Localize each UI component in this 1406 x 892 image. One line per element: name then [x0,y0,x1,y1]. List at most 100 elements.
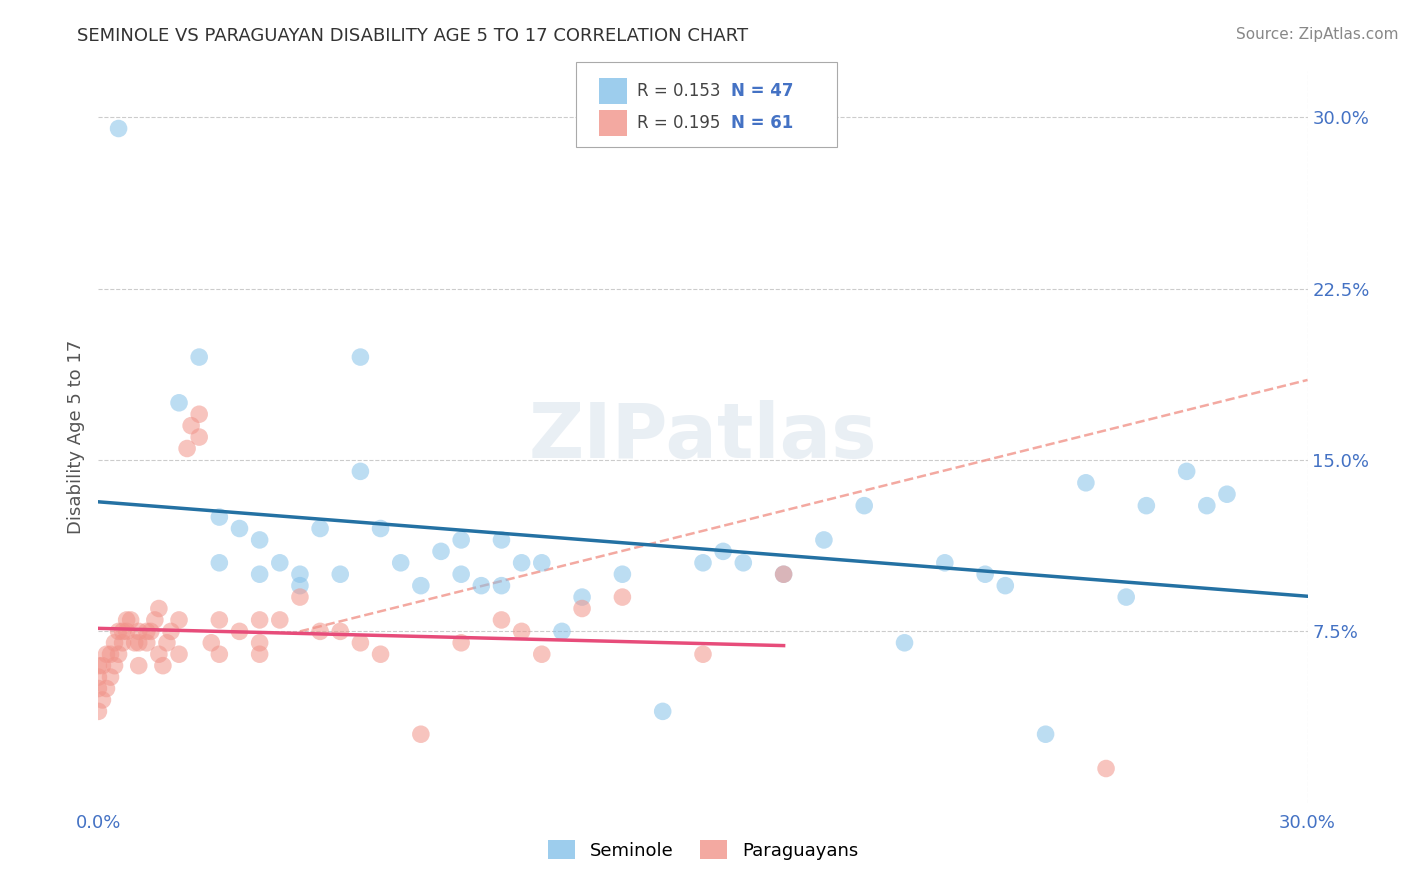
Point [853,499,876,513]
Legend: Seminole, Paraguayans: Seminole, Paraguayans [541,833,865,867]
Point [139,624,162,639]
Point [249,636,271,650]
Point [228,624,250,639]
Point [120,613,142,627]
Point [91,693,114,707]
Point [269,613,291,627]
Point [249,567,271,582]
Point [100,647,122,661]
Point [91,658,114,673]
Text: SEMINOLE VS PARAGUAYAN DISABILITY AGE 5 TO 17 CORRELATION CHART: SEMINOLE VS PARAGUAYAN DISABILITY AGE 5 … [77,27,748,45]
Point [167,613,190,627]
Point [470,579,492,593]
Point [176,442,198,456]
Point [733,556,755,570]
Point [100,670,122,684]
Point [491,613,513,627]
Point [103,658,125,673]
Text: R = 0.195: R = 0.195 [637,114,720,132]
Point [288,579,311,593]
Point [551,624,574,639]
Point [200,636,222,650]
Point [148,647,170,661]
Point [409,727,432,741]
Point [692,647,714,661]
Text: Source: ZipAtlas.com: Source: ZipAtlas.com [1236,27,1399,42]
Point [148,601,170,615]
Point [160,624,183,639]
Point [309,624,332,639]
Point [188,350,211,364]
Point [87,705,110,719]
Point [450,533,472,547]
Point [612,567,634,582]
Text: R = 0.153: R = 0.153 [637,82,720,100]
Point [349,636,371,650]
Point [249,647,271,661]
Point [974,567,997,582]
Point [491,579,513,593]
Point [87,670,110,684]
Point [208,647,231,661]
Point [269,556,291,570]
Point [772,567,794,582]
Point [430,544,453,558]
Point [1216,487,1239,501]
Point [329,567,352,582]
Point [135,636,157,650]
Point [491,533,513,547]
Point [288,567,311,582]
Point [180,418,202,433]
Point [1095,762,1118,776]
Point [124,636,146,650]
Point [510,624,533,639]
Point [107,624,129,639]
Point [143,613,166,627]
Point [208,613,231,627]
Point [450,567,472,582]
Point [329,624,352,639]
Point [87,658,110,673]
Point [188,430,211,444]
Point [128,658,150,673]
Point [228,521,250,535]
Point [167,647,190,661]
Point [571,601,593,615]
Point [87,681,110,696]
Point [1074,475,1097,490]
Point [1195,499,1218,513]
Text: N = 61: N = 61 [731,114,793,132]
Point [152,658,174,673]
Y-axis label: Disability Age 5 to 17: Disability Age 5 to 17 [66,340,84,534]
Point [389,556,412,570]
Point [994,579,1017,593]
Point [288,590,311,604]
Point [510,556,533,570]
Point [96,647,118,661]
Point [188,407,211,421]
Point [208,556,231,570]
Point [156,636,179,650]
Point [107,647,129,661]
Point [692,556,714,570]
Point [111,636,134,650]
Point [135,624,157,639]
Point [249,613,271,627]
Point [651,705,673,719]
Point [893,636,915,650]
Point [96,681,118,696]
Point [711,544,734,558]
Point [772,567,794,582]
Point [571,590,593,604]
Point [128,624,150,639]
Point [1175,464,1198,478]
Point [111,624,134,639]
Point [1135,499,1157,513]
Point [370,521,392,535]
Point [349,464,371,478]
Point [103,636,125,650]
Point [370,647,392,661]
Point [107,121,129,136]
Point [612,590,634,604]
Point [115,613,138,627]
